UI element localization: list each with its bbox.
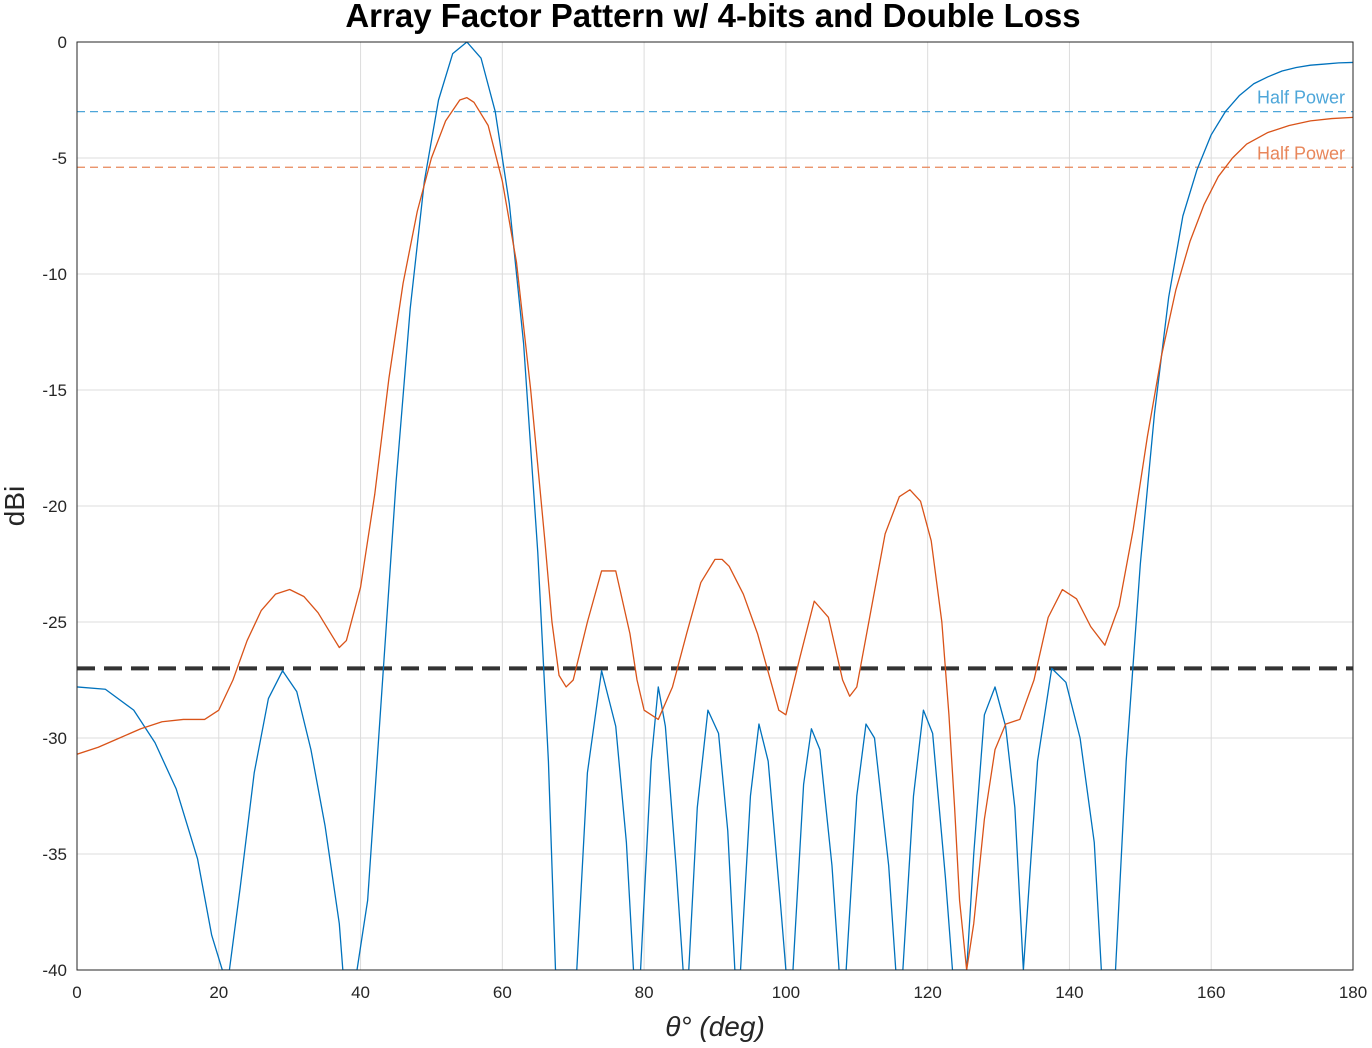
y-tick-label: -40 — [42, 961, 67, 980]
series-layer — [77, 42, 1353, 970]
x-tick-label: 20 — [209, 983, 228, 1002]
x-tick-labels: 0 20 40 60 80 100 120 140 160 180 — [72, 983, 1367, 1002]
x-axis-label: θ° (deg) — [665, 1011, 765, 1042]
x-tick-label: 140 — [1055, 983, 1083, 1002]
chart-title: Array Factor Pattern w/ 4-bits and Doubl… — [345, 0, 1080, 34]
y-tick-label: -35 — [42, 845, 67, 864]
series-line-orange — [77, 97, 1353, 970]
half-power-label-orange: Half Power — [1257, 143, 1345, 163]
y-tick-label: -30 — [42, 729, 67, 748]
x-tick-label: 120 — [913, 983, 941, 1002]
plot-area — [76, 41, 1354, 971]
y-tick-label: 0 — [58, 33, 67, 52]
y-tick-label: -20 — [42, 497, 67, 516]
x-tick-label: 180 — [1339, 983, 1367, 1002]
y-tick-label: -15 — [42, 381, 67, 400]
grid — [77, 42, 1353, 970]
x-tick-label: 0 — [72, 983, 81, 1002]
x-tick-label: 80 — [635, 983, 654, 1002]
x-tick-label: 40 — [351, 983, 370, 1002]
y-axis-label: dBi — [0, 486, 30, 526]
series-line-blue — [77, 42, 1353, 970]
y-tick-label: -10 — [42, 265, 67, 284]
axes-box — [76, 41, 1354, 971]
y-tick-label: -5 — [52, 149, 67, 168]
x-tick-label: 160 — [1197, 983, 1225, 1002]
half-power-label-blue: Half Power — [1257, 88, 1345, 108]
x-tick-label: 60 — [493, 983, 512, 1002]
y-tick-label: -25 — [42, 613, 67, 632]
y-tick-labels: 0 -5 -10 -15 -20 -25 -30 -35 -40 — [42, 33, 67, 980]
x-tick-label: 100 — [772, 983, 800, 1002]
